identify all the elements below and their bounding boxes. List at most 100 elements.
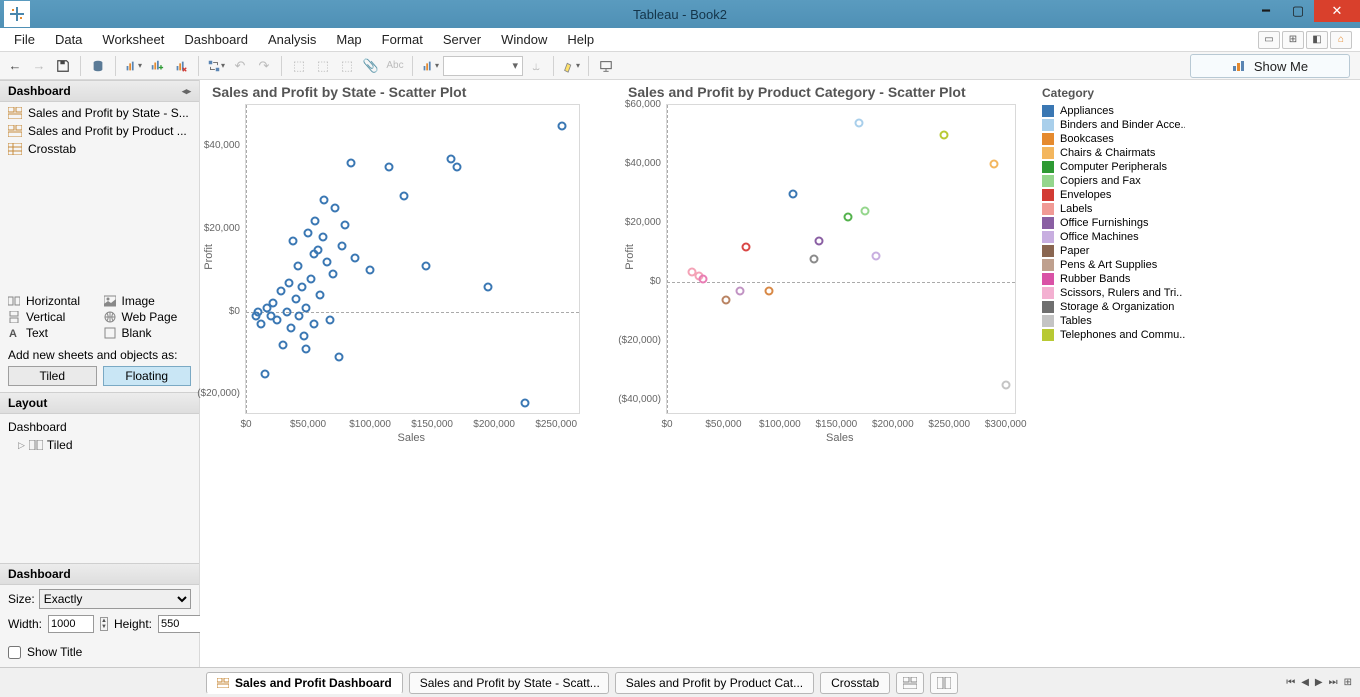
menu-dashboard[interactable]: Dashboard <box>174 29 258 50</box>
scatter-marker[interactable] <box>558 121 567 130</box>
show-title-checkbox[interactable] <box>8 646 21 659</box>
sort-asc-button[interactable]: ⬚ <box>288 55 310 77</box>
scatter-marker[interactable] <box>301 303 310 312</box>
presentation-mode-icon[interactable]: ▭ <box>1258 31 1280 49</box>
forward-button[interactable]: → <box>28 55 50 77</box>
legend-item[interactable]: Binders and Binder Acce.. <box>1042 118 1185 132</box>
scatter-marker[interactable] <box>318 233 327 242</box>
size-select[interactable]: Exactly <box>39 589 191 609</box>
highlight-button[interactable]: ▾ <box>560 55 582 77</box>
scatter-marker[interactable] <box>328 270 337 279</box>
scatter-marker[interactable] <box>301 344 310 353</box>
legend-item[interactable]: Appliances <box>1042 104 1185 118</box>
scatter-marker[interactable] <box>446 154 455 163</box>
scatter-marker[interactable] <box>322 258 331 267</box>
scatter-marker[interactable] <box>809 254 818 263</box>
scatter-marker[interactable] <box>939 130 948 139</box>
scatter-marker[interactable] <box>452 163 461 172</box>
scatter-marker[interactable] <box>291 295 300 304</box>
legend-item[interactable]: Paper <box>1042 244 1185 258</box>
fit-dropdown[interactable]: ▾ <box>443 56 523 76</box>
undo-button[interactable]: ↶ <box>229 55 251 77</box>
tiled-button[interactable]: Tiled <box>8 366 97 386</box>
legend-item[interactable]: Scissors, Rulers and Tri.. <box>1042 286 1185 300</box>
scatter-marker[interactable] <box>815 236 824 245</box>
scatter-marker[interactable] <box>854 118 863 127</box>
marks-button[interactable]: ▾ <box>419 55 441 77</box>
sheet-tab[interactable]: Sales and Profit Dashboard <box>206 672 403 694</box>
scatter-marker[interactable] <box>521 398 530 407</box>
new-worksheet-button[interactable]: ▾ <box>122 55 144 77</box>
datasource-button[interactable] <box>87 55 109 77</box>
menu-worksheet[interactable]: Worksheet <box>92 29 174 50</box>
window-minimize-button[interactable]: ━ <box>1250 0 1282 22</box>
scatter-marker[interactable] <box>310 320 319 329</box>
save-button[interactable] <box>52 55 74 77</box>
tab-next-icon[interactable]: ▶ <box>1315 677 1323 688</box>
scatter-marker[interactable] <box>721 295 730 304</box>
presentation-button[interactable] <box>595 55 617 77</box>
scatter-marker[interactable] <box>699 275 708 284</box>
legend-item[interactable]: Labels <box>1042 202 1185 216</box>
legend-item[interactable]: Tables <box>1042 314 1185 328</box>
object-blank[interactable]: Blank <box>104 326 192 340</box>
scatter-marker[interactable] <box>347 158 356 167</box>
tab-prev-icon[interactable]: ◀ <box>1301 677 1309 688</box>
back-button[interactable]: ← <box>4 55 26 77</box>
legend-item[interactable]: Telephones and Commu.. <box>1042 328 1185 342</box>
scatter-marker[interactable] <box>251 311 260 320</box>
new-story-tab[interactable] <box>930 672 958 694</box>
redo-button[interactable]: ↷ <box>253 55 275 77</box>
scatter-marker[interactable] <box>260 369 269 378</box>
scatter-marker[interactable] <box>871 251 880 260</box>
menu-window[interactable]: Window <box>491 29 557 50</box>
scatter-marker[interactable] <box>483 282 492 291</box>
scatter-marker[interactable] <box>1001 381 1010 390</box>
sheet-tab[interactable]: Crosstab <box>820 672 890 694</box>
scatter-marker[interactable] <box>331 204 340 213</box>
group-button[interactable]: ⬚ <box>336 55 358 77</box>
floating-button[interactable]: Floating <box>103 366 192 386</box>
object-vertical[interactable]: Vertical <box>8 310 96 324</box>
scatter-marker[interactable] <box>266 311 275 320</box>
scatter-marker[interactable] <box>297 282 306 291</box>
scatter-marker[interactable] <box>295 311 304 320</box>
scatter-marker[interactable] <box>860 207 869 216</box>
pin-button[interactable]: 📎 <box>360 55 382 77</box>
tab-last-icon[interactable]: ⏭ <box>1329 677 1338 688</box>
scatter-marker[interactable] <box>294 262 303 271</box>
scatter-marker[interactable] <box>335 353 344 362</box>
menu-data[interactable]: Data <box>45 29 92 50</box>
legend-item[interactable]: Pens & Art Supplies <box>1042 258 1185 272</box>
pin-axis-button[interactable]: ⥿ <box>525 55 547 77</box>
swap-button[interactable]: ▾ <box>205 55 227 77</box>
scatter-marker[interactable] <box>286 324 295 333</box>
scatter-marker[interactable] <box>306 274 315 283</box>
scatter-marker[interactable] <box>990 160 999 169</box>
scatter-marker[interactable] <box>764 287 773 296</box>
home-icon[interactable]: ⌂ <box>1330 31 1352 49</box>
tab-list-icon[interactable]: ⊞ <box>1344 677 1352 688</box>
menu-server[interactable]: Server <box>433 29 491 50</box>
sheet-tab[interactable]: Sales and Profit by Product Cat... <box>615 672 814 694</box>
scatter-marker[interactable] <box>320 196 329 205</box>
object-text[interactable]: AText <box>8 326 96 340</box>
layout-root[interactable]: Dashboard <box>8 418 191 436</box>
scatter-marker[interactable] <box>282 307 291 316</box>
scatter-marker[interactable] <box>311 216 320 225</box>
scatter-marker[interactable] <box>843 213 852 222</box>
scatter-marker[interactable] <box>736 287 745 296</box>
scatter-marker[interactable] <box>256 320 265 329</box>
scatter-marker[interactable] <box>310 249 319 258</box>
menu-help[interactable]: Help <box>557 29 604 50</box>
menu-map[interactable]: Map <box>326 29 371 50</box>
tab-first-icon[interactable]: ⏮ <box>1286 677 1295 688</box>
window-maximize-button[interactable]: ▢ <box>1282 0 1314 22</box>
legend-item[interactable]: Rubber Bands <box>1042 272 1185 286</box>
scatter-marker[interactable] <box>289 237 298 246</box>
scatter-marker[interactable] <box>279 340 288 349</box>
sheet-list-item[interactable]: Crosstab <box>4 140 195 158</box>
scatter-marker[interactable] <box>316 291 325 300</box>
cards-icon[interactable]: ⊞ <box>1282 31 1304 49</box>
scatter-marker[interactable] <box>300 332 309 341</box>
